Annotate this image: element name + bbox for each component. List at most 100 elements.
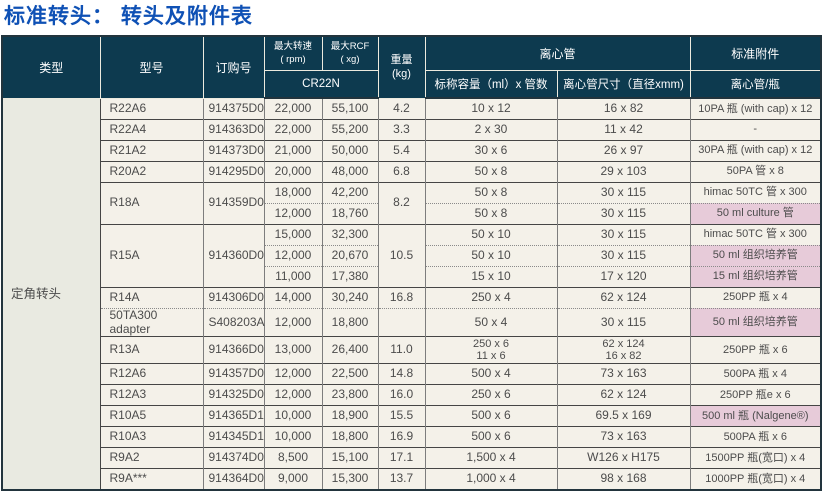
cell-model: R18A bbox=[99, 181, 204, 225]
cell-tube-size: 30 x 115 bbox=[556, 223, 691, 246]
table-row: R9A2 914374D0 8,500 15,100 17.1 1,500 x 4 W126… bbox=[2, 447, 822, 469]
cell-weight: 11.0 bbox=[377, 336, 426, 364]
cell-capacity: 1,500 x 4 bbox=[424, 447, 558, 469]
cell-tube-size: 11 x 42 bbox=[556, 118, 691, 141]
table-row: 12,000 20,670 50 x 10 30 x 115 50 ml 组织培养管 bbox=[2, 244, 822, 267]
cell-max-rcf: 20,670 bbox=[321, 244, 379, 267]
cell-accessory: 30PA 瓶 (with cap) x 12 bbox=[689, 139, 822, 162]
cell-max-speed: 9,000 bbox=[263, 468, 323, 490]
cell-tube-size: 30 x 115 bbox=[556, 244, 691, 267]
cell-accessory: 1000PP 瓶(宽口) x 4 bbox=[689, 468, 822, 490]
cell-max-speed: 11,000 bbox=[263, 265, 323, 288]
table-row: R12A3 914325D0 12,000 23,800 16.0 250 x 6 62 x… bbox=[2, 384, 822, 406]
cell-max-rcf: 50,000 bbox=[321, 139, 379, 162]
cell-capacity: 250 x 6 bbox=[424, 384, 558, 406]
cell-order-no: S408203A bbox=[202, 307, 265, 337]
table-row: R20A2 914295D0 20,000 48,000 6.8 50 x 8 29 x 1… bbox=[2, 160, 822, 183]
cell-weight: 8.2 bbox=[377, 181, 426, 225]
cell-max-speed: 12,000 bbox=[263, 363, 323, 385]
cell-accessory: 50PA 管 x 8 bbox=[689, 160, 822, 183]
cell-weight: 17.1 bbox=[377, 447, 426, 469]
cell-order-no: 914325D0 bbox=[202, 384, 265, 406]
cell-weight: 13.7 bbox=[377, 468, 426, 490]
cell-order-no: 914306D0 bbox=[202, 286, 265, 309]
cell-weight: 4.2 bbox=[377, 97, 426, 120]
table-row: R10A3 914345D1 10,000 18,800 16.9 500 x 6 73 x… bbox=[2, 426, 822, 448]
col-header-tube-group: 离心管 bbox=[424, 35, 691, 71]
col-header-order-no: 订购号 bbox=[202, 35, 265, 99]
cell-type: 定角转头 bbox=[1, 97, 101, 490]
col-header-tube-size: 离心管尺寸（直径xmm) bbox=[556, 69, 691, 100]
cell-order-no: 914365D1 bbox=[202, 405, 265, 427]
cell-max-speed: 13,000 bbox=[263, 336, 323, 364]
cell-model: R10A3 bbox=[99, 426, 204, 448]
cell-order-no: 914363D0 bbox=[202, 118, 265, 141]
cell-weight: 16.8 bbox=[377, 286, 426, 309]
table-row: R15A 914360D0 15,000 32,300 10.5 50 x 10 30 x … bbox=[2, 223, 822, 288]
cell-max-speed: 20,000 bbox=[263, 160, 323, 183]
cell-accessory: 10PA 瓶 (with cap) x 12 bbox=[689, 97, 822, 120]
cell-tube-size: W126 x H175 bbox=[556, 447, 691, 469]
cell-max-speed: 18,000 bbox=[263, 181, 323, 204]
cell-weight: 10.5 bbox=[377, 223, 426, 288]
cell-order-no: 914374D0 bbox=[202, 447, 265, 469]
cell-model: R10A5 bbox=[99, 405, 204, 427]
cell-max-speed: 21,000 bbox=[263, 139, 323, 162]
cell-accessory: - bbox=[689, 118, 822, 141]
cell-accessory: 50 ml culture 管 bbox=[689, 202, 822, 225]
cell-max-rcf: 32,300 bbox=[321, 223, 379, 246]
cell-weight: 3.3 bbox=[377, 118, 426, 141]
cell-tube-size: 30 x 115 bbox=[556, 181, 691, 204]
cell-tube-size: 98 x 168 bbox=[556, 468, 691, 490]
cell-capacity: 500 x 6 bbox=[424, 405, 558, 427]
cell-weight: 16.9 bbox=[377, 426, 426, 448]
cell-order-no: 914373D0 bbox=[202, 139, 265, 162]
cell-model: R21A2 bbox=[99, 139, 204, 162]
cell-tube-size: 73 x 163 bbox=[556, 363, 691, 385]
cell-tube-size: 62 x 124 16 x 82 bbox=[556, 336, 691, 364]
cell-capacity: 50 x 8 bbox=[424, 202, 558, 225]
cell-capacity: 50 x 10 bbox=[424, 244, 558, 267]
cell-max-speed: 14,000 bbox=[263, 286, 323, 309]
cell-max-speed: 12,000 bbox=[263, 384, 323, 406]
table-row: 12,000 18,760 50 x 8 30 x 115 50 ml culture … bbox=[2, 202, 822, 225]
cell-max-speed: 10,000 bbox=[263, 405, 323, 427]
cell-max-rcf: 55,100 bbox=[321, 97, 379, 120]
rotor-accessory-table: 类型 型号 订购号 最大转速 ( rpm) 最大RCF ( xg) 重量 (kg… bbox=[1, 35, 823, 491]
table-row: 11,000 17,380 15 x 10 17 x 120 15 ml 组织培养管 bbox=[2, 265, 822, 288]
cell-tube-size: 62 x 124 bbox=[556, 286, 691, 309]
cell-max-rcf: 17,380 bbox=[321, 265, 379, 288]
cell-model: R15A bbox=[99, 223, 204, 288]
cell-max-rcf: 48,000 bbox=[321, 160, 379, 183]
cell-model: R14A bbox=[99, 286, 204, 309]
cell-capacity: 50 x 4 bbox=[424, 307, 558, 337]
cell-accessory: 15 ml 组织培养管 bbox=[689, 265, 822, 288]
cell-model: R22A4 bbox=[99, 118, 204, 141]
cell-tube-size: 16 x 82 bbox=[556, 97, 691, 120]
cell-model: R22A6 bbox=[99, 97, 204, 120]
cell-max-speed: 15,000 bbox=[263, 223, 323, 246]
col-header-machine-model: CR22N bbox=[263, 69, 379, 100]
cell-max-rcf: 18,800 bbox=[321, 307, 379, 337]
table-row: R10A5 914365D1 10,000 18,900 15.5 500 x 6 69.5… bbox=[2, 405, 822, 427]
col-header-max-rcf: 最大RCF ( xg) bbox=[321, 35, 379, 71]
cell-tube-size: 73 x 163 bbox=[556, 426, 691, 448]
cell-weight: 15.5 bbox=[377, 405, 426, 427]
cell-max-rcf: 15,100 bbox=[321, 447, 379, 469]
table-row: R14A 914306D0 14,000 30,240 16.8 250 x 4 62 x … bbox=[2, 286, 822, 309]
cell-accessory: 50 ml 组织培养管 bbox=[689, 244, 822, 267]
cell-accessory: himac 50TC 管 x 300 bbox=[689, 223, 822, 246]
table-row: R12A6 914357D0 12,000 22,500 14.8 500 x 4 73 x… bbox=[2, 363, 822, 385]
header-row-bottom: CR22N 标称容量（ml）x 管数 离心管尺寸（直径xmm) 离心管/瓶 bbox=[2, 69, 822, 100]
cell-capacity: 500 x 4 bbox=[424, 363, 558, 385]
cell-max-speed: 22,000 bbox=[263, 118, 323, 141]
cell-tube-size: 26 x 97 bbox=[556, 139, 691, 162]
cell-capacity: 50 x 8 bbox=[424, 181, 558, 204]
cell-capacity: 2 x 30 bbox=[424, 118, 558, 141]
cell-tube-size: 29 x 103 bbox=[556, 160, 691, 183]
cell-model: R13A bbox=[99, 336, 204, 364]
cell-capacity: 50 x 8 bbox=[424, 160, 558, 183]
cell-order-no: 914364D0 bbox=[202, 468, 265, 490]
table-row: R13A 914366D0 13,000 26,400 11.0 250 x 6 11 x… bbox=[2, 336, 822, 364]
table-row: R21A2 914373D0 21,000 50,000 5.4 30 x 6 26 x 9… bbox=[2, 139, 822, 162]
